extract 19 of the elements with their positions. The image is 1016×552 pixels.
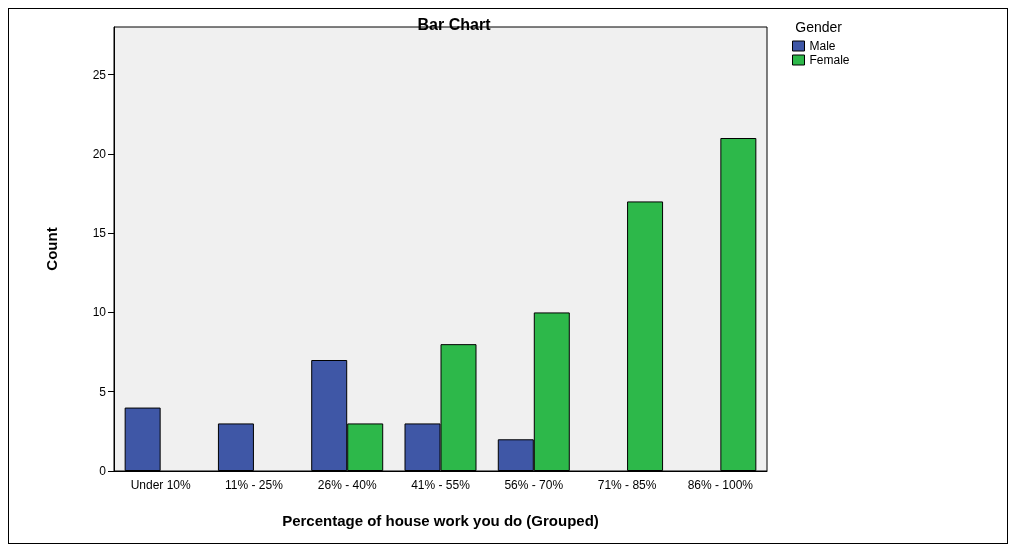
y-tick-label: 15	[92, 226, 107, 241]
y-tick-label: 0	[99, 464, 107, 478]
x-tick-label: Under 10%	[130, 478, 191, 492]
chart-title: Bar Chart	[417, 15, 492, 33]
x-tick-label: 41% - 55%	[411, 478, 471, 492]
legend-title: Gender	[795, 19, 843, 35]
x-tick-label: 26% - 40%	[317, 478, 377, 492]
legend-label: Female	[809, 53, 850, 67]
y-axis-title: Count	[43, 227, 60, 271]
legend-label: Male	[809, 39, 836, 53]
x-tick-label: 56% - 70%	[504, 478, 564, 492]
y-tick-label: 25	[92, 67, 107, 82]
x-tick-label: 11% - 25%	[225, 478, 284, 492]
x-tick-label: 86% - 100%	[687, 478, 754, 492]
y-tick-label: 5	[99, 384, 107, 399]
x-tick-label: 71% - 85%	[597, 478, 657, 492]
y-tick-label: 10	[92, 305, 107, 320]
x-axis-title: Percentage of house work you do (Grouped)	[282, 512, 599, 529]
y-tick-label: 20	[92, 146, 107, 161]
